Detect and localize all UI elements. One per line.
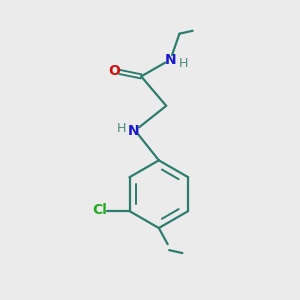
Text: N: N — [128, 124, 140, 138]
Text: H: H — [178, 57, 188, 70]
Text: N: N — [165, 53, 176, 67]
Text: O: O — [108, 64, 120, 78]
Text: H: H — [117, 122, 126, 135]
Text: Cl: Cl — [93, 203, 107, 217]
